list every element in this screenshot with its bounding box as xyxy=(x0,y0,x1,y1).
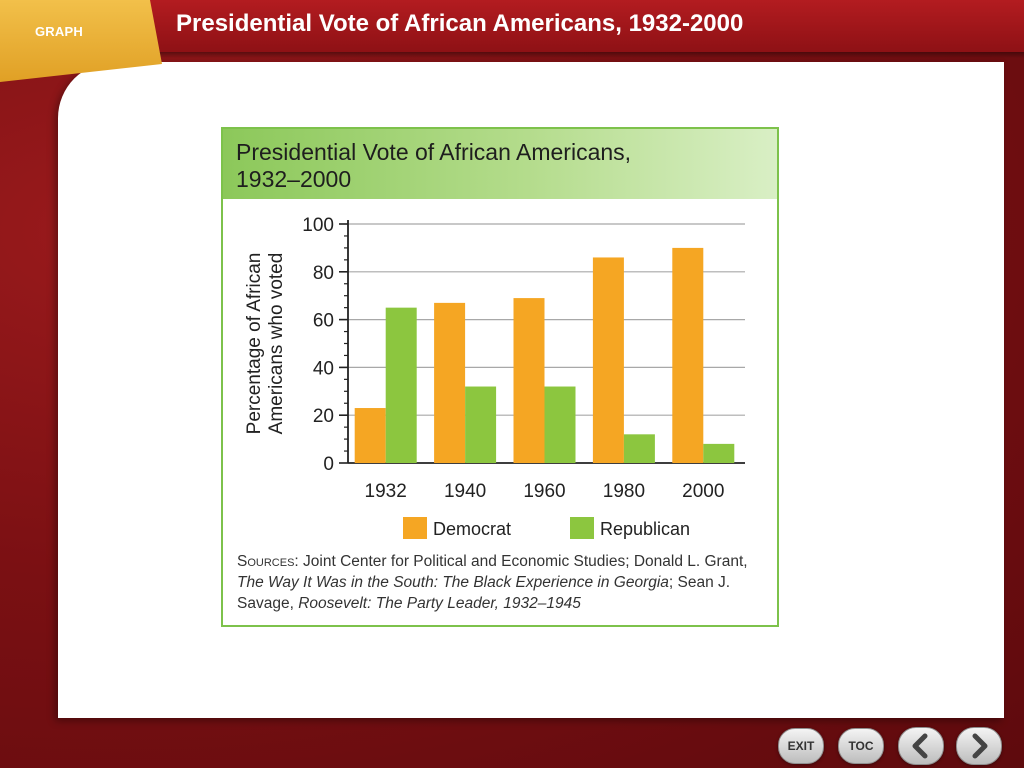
x-tick-label: 1932 xyxy=(365,481,407,502)
sources-text-2: ; Sean J. Savage, xyxy=(237,574,731,612)
graph-tab-label: GRAPH xyxy=(35,24,83,39)
bar-democrat-1960 xyxy=(513,298,545,463)
previous-button[interactable] xyxy=(898,727,944,765)
x-tick-label: 2000 xyxy=(682,481,724,502)
x-tick-label: 1960 xyxy=(523,481,565,502)
y-tick-label: 60 xyxy=(313,311,334,332)
chart-title-line-1: Presidential Vote of African Americans, xyxy=(236,139,632,165)
sources-book-1: The Way It Was in the South: The Black E… xyxy=(237,574,669,591)
next-button[interactable] xyxy=(956,727,1002,765)
toc-button[interactable]: TOC xyxy=(838,728,884,764)
bar-republican-1960 xyxy=(544,386,576,463)
sources-book-2: Roosevelt: The Party Leader, 1932–1945 xyxy=(298,595,581,612)
y-tick-label: 40 xyxy=(313,358,334,379)
bar-republican-1940 xyxy=(465,386,497,463)
x-tick-label: 1980 xyxy=(603,481,645,502)
bar-democrat-1932 xyxy=(354,408,386,463)
y-axis-label: Percentage of AfricanAmericans who voted xyxy=(244,253,287,435)
sources-label: Sources xyxy=(237,553,295,570)
slide-title: Presidential Vote of African Americans, … xyxy=(176,10,744,37)
sources-text-1: : Joint Center for Political and Economi… xyxy=(294,553,748,570)
bar-democrat-2000 xyxy=(672,247,704,463)
chevron-left-icon xyxy=(912,733,928,759)
chevron-right-icon xyxy=(972,733,988,759)
exit-button[interactable]: EXIT xyxy=(778,728,824,764)
sources-note: Sources: Joint Center for Political and … xyxy=(237,551,763,614)
y-tick-label: 20 xyxy=(313,406,334,427)
legend-label-republican: Republican xyxy=(600,519,690,539)
y-tick-label: 0 xyxy=(323,454,334,475)
legend-swatch-republican xyxy=(570,517,594,539)
y-tick-label: 100 xyxy=(302,215,334,236)
header-bar xyxy=(0,0,1024,52)
bar-democrat-1940 xyxy=(434,302,466,463)
bar-democrat-1980 xyxy=(592,257,624,463)
y-axis-label-line: Percentage of African xyxy=(244,253,265,435)
header-shadow xyxy=(0,52,1024,58)
exit-button-label: EXIT xyxy=(787,739,815,753)
bar-republican-2000 xyxy=(703,443,735,463)
y-tick-label: 80 xyxy=(313,263,334,284)
chart-title: Presidential Vote of African Americans, … xyxy=(236,139,756,193)
y-axis-label-line: Americans who voted xyxy=(266,253,287,435)
chart-title-line-2: 1932–2000 xyxy=(236,166,352,192)
x-tick-label: 1940 xyxy=(444,481,486,502)
chart-frame: Presidential Vote of African Americans, … xyxy=(221,127,779,627)
chart-title-band xyxy=(223,129,777,199)
toc-button-label: TOC xyxy=(848,739,874,753)
bar-republican-1980 xyxy=(623,434,655,463)
bar-republican-1932 xyxy=(385,307,417,463)
bar-chart: 0 20 40 60 80 100 Percentage of AfricanAmerica… xyxy=(244,215,745,539)
legend-swatch-democrat xyxy=(403,517,427,539)
legend-label-democrat: Democrat xyxy=(433,519,511,539)
